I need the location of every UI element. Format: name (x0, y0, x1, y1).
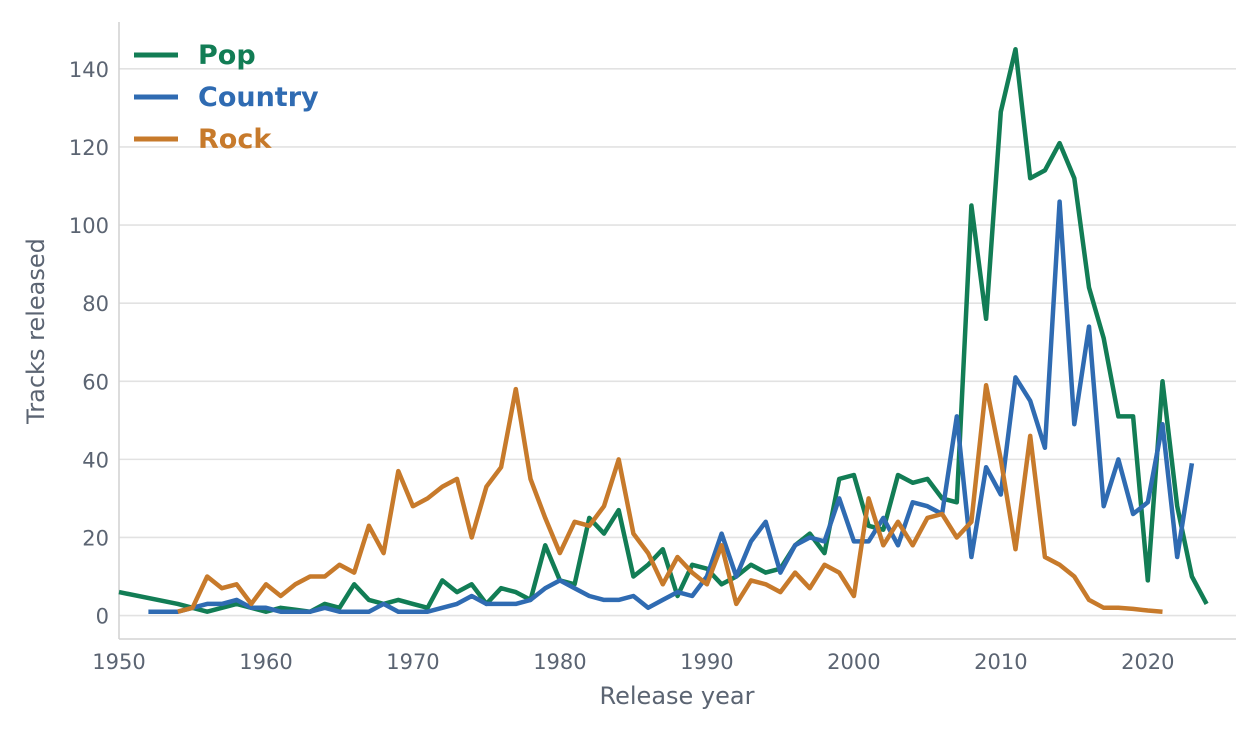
legend: Pop Country Rock (134, 40, 319, 155)
y-axis-title: Tracks released (22, 238, 50, 425)
x-tick-labels: 1950 1960 1970 1980 1990 2000 2010 2020 (92, 650, 1174, 674)
x-tick-label: 2010 (974, 650, 1027, 674)
x-tick-label: 1960 (239, 650, 292, 674)
y-tick-label: 60 (82, 370, 109, 394)
y-tick-label: 140 (69, 58, 109, 82)
series-line-pop (118, 47, 1209, 614)
series-line-country (148, 199, 1195, 614)
y-tick-label: 40 (82, 448, 109, 472)
x-tick-label: 1990 (680, 650, 733, 674)
y-tick-label: 0 (96, 605, 109, 629)
y-tick-label: 80 (82, 292, 109, 316)
legend-label-rock: Rock (198, 124, 272, 155)
x-tick-label: 1980 (533, 650, 586, 674)
legend-label-country: Country (198, 82, 319, 113)
x-tick-label: 1970 (386, 650, 439, 674)
gridlines (119, 68, 1236, 617)
data-series (118, 47, 1209, 614)
y-tick-labels: 0 20 40 60 80 100 120 140 (69, 58, 109, 629)
y-tick-label: 20 (82, 526, 109, 550)
y-tick-label: 120 (69, 136, 109, 160)
x-tick-label: 2020 (1121, 650, 1174, 674)
series-line-rock (177, 382, 1163, 614)
y-tick-label: 100 (69, 214, 109, 238)
legend-label-pop: Pop (198, 40, 256, 71)
x-axis-title: Release year (600, 682, 755, 710)
x-tick-label: 1950 (92, 650, 145, 674)
x-tick-label: 2000 (827, 650, 880, 674)
